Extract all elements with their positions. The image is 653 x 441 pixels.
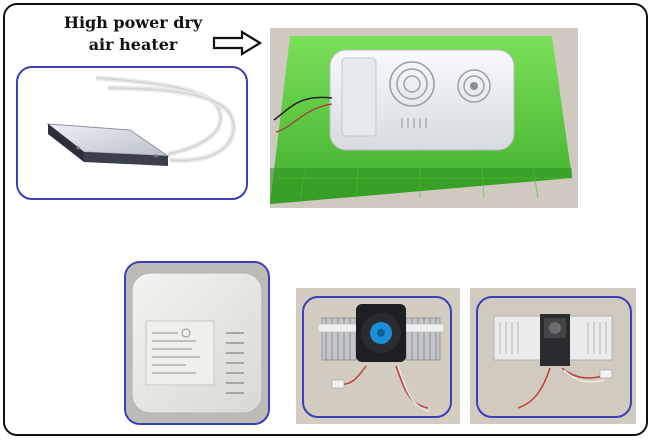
- caption-line-2: air heater: [88, 35, 178, 54]
- incubator-tray-photo: [270, 28, 578, 208]
- heater-fan-side-photo: [470, 288, 636, 424]
- heater-label-closeup-photo: [126, 263, 268, 423]
- heater-element-photo: [18, 68, 246, 198]
- right-arrow-outline-icon: [212, 30, 262, 56]
- heater-caption: High power dry air heater: [48, 12, 218, 56]
- heater-fan-assembly-photo: [296, 288, 460, 424]
- caption-line-1: High power dry: [63, 13, 203, 32]
